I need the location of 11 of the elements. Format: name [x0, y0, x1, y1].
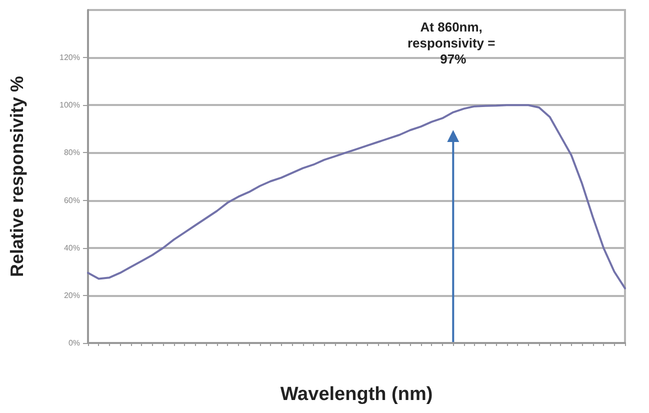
- x-axis-title: Wavelength (nm): [280, 384, 433, 405]
- y-tick-label: 100%: [60, 100, 80, 110]
- y-tick-label: 20%: [64, 290, 80, 300]
- annotation: At 860nm, responsivity = 97%: [407, 20, 499, 66]
- y-axis-title: Relative responsivity %: [7, 76, 27, 278]
- y-tick-label: 60%: [64, 196, 80, 205]
- y-tick-label: 40%: [64, 243, 80, 252]
- y-tick-label: 80%: [64, 148, 80, 158]
- y-tick-label: 0%: [68, 338, 80, 348]
- y-tick-label: 120%: [60, 53, 80, 62]
- line-series: [87, 104, 626, 290]
